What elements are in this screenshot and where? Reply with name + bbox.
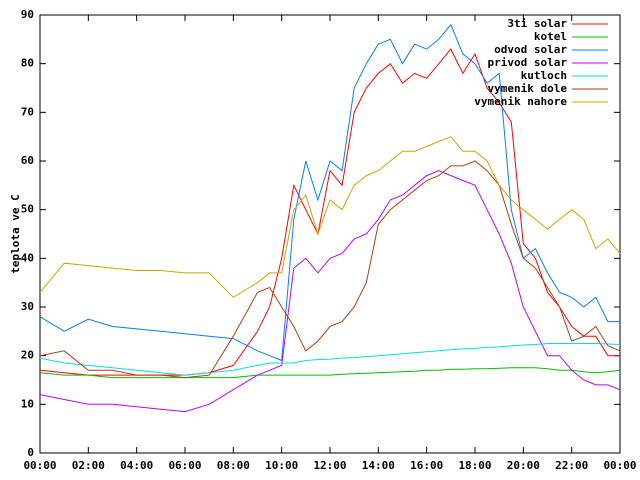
x-tick-label: 00:00 [603,459,636,472]
y-tick-label: 30 [21,300,34,313]
x-tick-label: 18:00 [458,459,491,472]
x-tick-label: 00:00 [23,459,56,472]
series-line [39,136,621,298]
x-tick-label: 22:00 [555,459,588,472]
y-tick-label: 20 [21,349,34,362]
y-tick-label: 10 [21,397,34,410]
y-tick-label: 70 [21,105,34,118]
y-tick-label: 80 [21,57,34,70]
series-line [39,160,621,379]
legend-label: kotel [534,30,567,43]
x-tick-label: 14:00 [362,459,395,472]
legend-label: vymenik dole [488,82,568,95]
x-tick-label: 06:00 [168,459,201,472]
y-tick-label: 90 [21,8,34,21]
legend-label: vymenik nahore [474,95,567,108]
legend-label: privod solar [488,56,568,69]
y-tick-label: 60 [21,154,34,167]
series-line [39,367,621,379]
x-tick-label: 08:00 [217,459,250,472]
series-line [39,343,621,376]
x-tick-label: 04:00 [120,459,153,472]
y-tick-label: 0 [27,446,34,459]
y-axis-label: teplota ve C [9,194,22,273]
y-tick-label: 40 [21,251,34,264]
series-line [39,23,620,362]
x-tick-label: 10:00 [265,459,298,472]
legend-label: 3ti solar [507,17,567,30]
x-tick-label: 16:00 [410,459,443,472]
y-tick-label: 50 [21,203,34,216]
legend-label: kutloch [521,69,567,82]
x-tick-label: 02:00 [72,459,105,472]
legend-label: odvod solar [494,43,567,56]
x-tick-label: 12:00 [313,459,346,472]
x-tick-label: 20:00 [507,459,540,472]
